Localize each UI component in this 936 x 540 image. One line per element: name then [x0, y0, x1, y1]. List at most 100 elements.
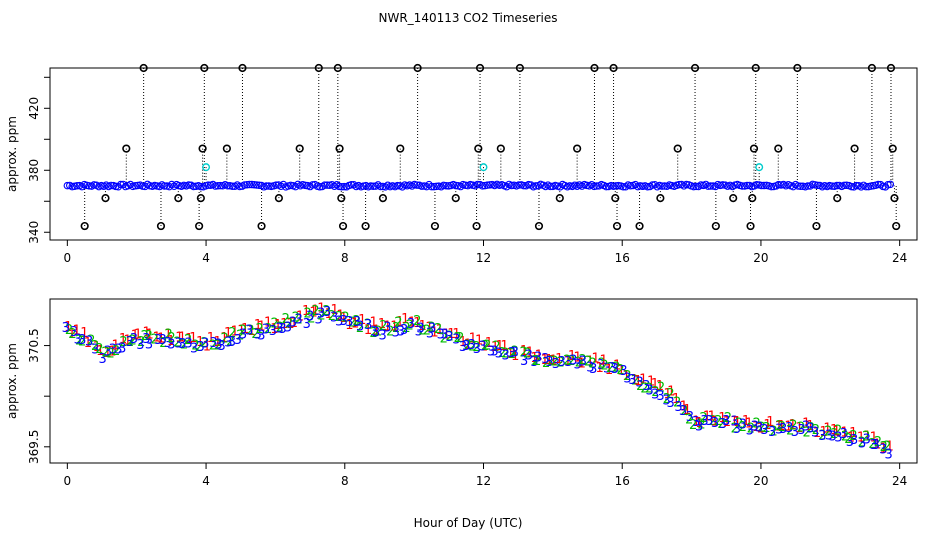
baseline-point	[248, 180, 256, 189]
outlier-point	[555, 194, 564, 203]
baseline-point	[631, 180, 640, 189]
marker-1: 1	[270, 322, 278, 337]
marker-1: 1	[213, 335, 221, 350]
marker-3: 3	[459, 340, 467, 355]
outlier-point	[673, 144, 682, 153]
bottom-x-tick-label: 0	[64, 474, 72, 488]
marker-2: 2	[200, 336, 208, 351]
marker-1: 1	[131, 329, 139, 344]
baseline-point	[485, 181, 494, 189]
marker-3: 3	[825, 428, 833, 443]
marker-1: 1	[96, 344, 104, 359]
outlier-point	[886, 63, 896, 73]
marker-2: 2	[600, 358, 608, 373]
baseline-point	[340, 182, 348, 191]
marker-1: 1	[723, 415, 731, 430]
marker-2: 2	[472, 340, 480, 355]
cyan-point	[202, 163, 211, 172]
marker-2: 2	[78, 334, 86, 349]
marker-1: 1	[73, 324, 81, 339]
marker-1: 1	[564, 355, 572, 370]
baseline-point	[184, 181, 193, 189]
marker-1: 1	[203, 340, 211, 355]
marker-2: 2	[584, 355, 592, 370]
marker-3: 3	[623, 372, 631, 387]
marker-2: 2	[295, 312, 303, 327]
marker-1: 1	[80, 326, 88, 341]
baseline-point	[619, 183, 628, 191]
marker-1: 1	[756, 422, 764, 437]
marker-1: 1	[336, 309, 344, 324]
marker-2: 2	[776, 419, 784, 434]
baseline-point	[216, 181, 225, 190]
marker-2: 2	[612, 361, 620, 376]
baseline-point	[796, 182, 805, 190]
baseline-point	[442, 182, 450, 190]
baseline-point	[252, 181, 261, 189]
marker-1: 1	[491, 340, 499, 355]
outlier-point	[690, 63, 700, 73]
bottom-x-tick-label: 12	[476, 474, 491, 488]
marker-1: 1	[806, 419, 814, 434]
marker-2: 2	[145, 329, 153, 344]
baseline-point	[272, 181, 280, 189]
marker-1: 1	[823, 422, 831, 437]
marker-3: 3	[490, 344, 498, 359]
marker-2: 2	[874, 435, 882, 450]
outlier-point	[496, 144, 505, 153]
marker-1: 1	[108, 344, 116, 359]
top-x-tick-label: 16	[615, 251, 630, 265]
marker-2: 2	[386, 324, 394, 339]
marker-1: 1	[178, 330, 186, 345]
outlier-point	[746, 221, 755, 231]
marker-3: 3	[569, 354, 577, 369]
marker-2: 2	[812, 423, 820, 438]
marker-2: 2	[752, 416, 760, 431]
baseline-point	[432, 182, 441, 191]
marker-3: 3	[695, 420, 703, 435]
marker-2: 2	[405, 319, 413, 334]
marker-1: 1	[296, 309, 304, 324]
marker-2: 2	[533, 354, 541, 369]
baseline-point	[323, 181, 331, 189]
marker-2: 2	[623, 369, 631, 384]
marker-2: 2	[303, 307, 311, 322]
outlier-point	[338, 221, 348, 231]
baseline-point	[789, 182, 797, 191]
marker-2: 2	[531, 354, 539, 369]
outlier-point	[361, 221, 370, 231]
marker-3: 3	[525, 349, 533, 364]
marker-3: 3	[85, 335, 93, 350]
marker-3: 3	[574, 358, 582, 373]
marker-1: 1	[692, 415, 700, 430]
marker-1: 1	[93, 340, 101, 355]
marker-2: 2	[739, 420, 747, 435]
marker-2: 2	[689, 418, 697, 433]
top-plot-frame	[49, 67, 918, 241]
outlier-point	[451, 194, 460, 203]
marker-2: 2	[747, 421, 755, 436]
marker-1: 1	[145, 327, 153, 342]
marker-1: 1	[475, 334, 483, 349]
marker-3: 3	[197, 340, 205, 355]
marker-1: 1	[286, 317, 294, 332]
marker-2: 2	[575, 355, 583, 370]
marker-3: 3	[303, 317, 311, 332]
marker-1: 1	[664, 387, 672, 402]
marker-2: 2	[818, 428, 826, 443]
baseline-point	[413, 181, 421, 189]
marker-3: 3	[262, 322, 270, 337]
baseline-point	[556, 183, 564, 191]
baseline-point	[63, 181, 72, 190]
outlier-point	[274, 194, 283, 203]
marker-2: 2	[95, 342, 103, 357]
marker-2: 2	[724, 411, 732, 426]
marker-2: 2	[255, 322, 263, 337]
outlier-point	[474, 144, 483, 153]
marker-3: 3	[479, 339, 487, 354]
top-x-tick-label: 0	[64, 251, 72, 265]
baseline-point	[427, 182, 436, 191]
marker-1: 1	[613, 359, 621, 374]
marker-1: 1	[541, 353, 549, 368]
marker-2: 2	[214, 338, 222, 353]
